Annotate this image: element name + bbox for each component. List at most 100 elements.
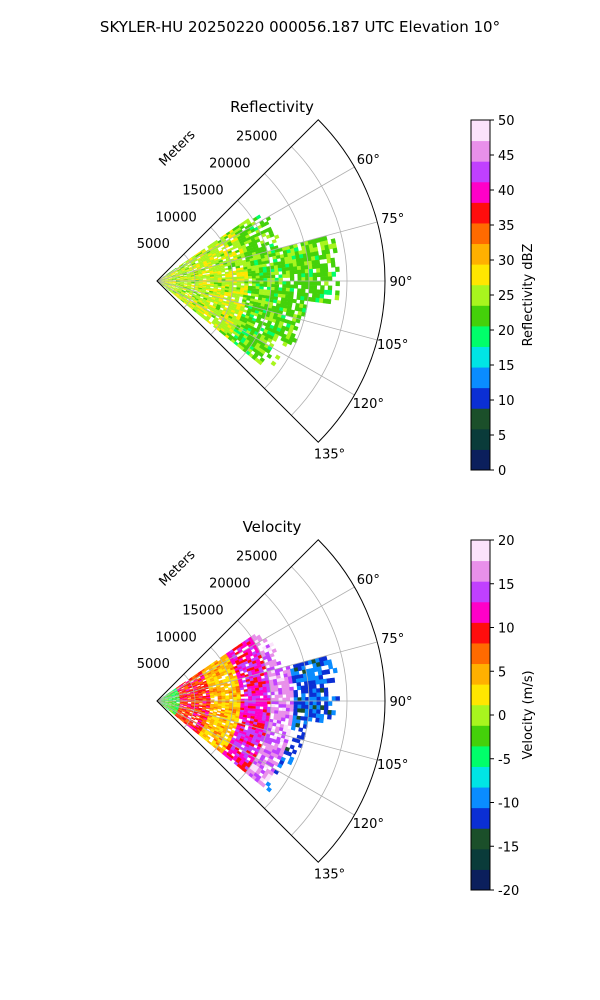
radar-bin <box>208 254 214 258</box>
radar-bin <box>323 692 329 697</box>
radar-bin <box>286 697 291 702</box>
radar-bin <box>217 281 223 283</box>
radar-bin <box>159 283 164 287</box>
radar-bin <box>246 741 252 746</box>
radar-bin <box>308 268 314 274</box>
radar-bin <box>275 723 281 728</box>
radar-bin <box>221 273 226 277</box>
radar-bin <box>168 703 173 705</box>
radar-bin <box>277 687 283 692</box>
radar-bin <box>206 735 211 740</box>
radar-bin <box>258 714 263 718</box>
radar-bin <box>230 668 236 673</box>
radar-bin <box>197 690 203 693</box>
radar-bin <box>235 669 240 674</box>
radar-bin <box>289 291 294 296</box>
radar-bin <box>234 318 240 323</box>
radar-bin <box>222 324 228 329</box>
radar-bin <box>206 275 211 278</box>
radar-bin <box>227 744 232 750</box>
radar-bin <box>196 292 202 296</box>
radar-bin <box>293 701 299 705</box>
radar-bin <box>181 689 187 693</box>
radar-bin <box>178 691 183 694</box>
radar-bin <box>233 657 239 662</box>
radar-bin <box>215 725 221 730</box>
radar-bin <box>303 660 310 666</box>
radar-bin <box>179 294 184 298</box>
radar-bin <box>168 703 173 705</box>
radar-bin <box>234 746 240 752</box>
radar-bin <box>211 305 217 310</box>
radar-bin <box>233 237 239 242</box>
radar-bin <box>293 697 299 702</box>
radar-bin <box>194 273 199 276</box>
radar-bin <box>241 321 247 327</box>
radar-bin <box>251 708 256 712</box>
radar-bin <box>255 238 261 244</box>
radar-bin <box>267 345 273 351</box>
reflectivity-panel: Reflectivity Meters 60°75°90°105°120°135… <box>137 98 536 479</box>
radar-bin <box>160 697 165 700</box>
radar-bin <box>234 730 240 735</box>
radar-bin <box>204 723 209 728</box>
radar-bin <box>223 716 228 720</box>
radar-bin <box>217 282 223 285</box>
radar-bin <box>237 665 243 670</box>
radar-bin <box>228 704 234 708</box>
radar-bin <box>327 709 333 716</box>
radar-bin <box>198 694 203 697</box>
radar-bin <box>195 731 200 735</box>
radar-bin <box>242 729 248 734</box>
radar-bin <box>191 282 196 285</box>
radar-bin <box>198 274 203 277</box>
radar-bin <box>233 740 239 745</box>
radar-bin <box>312 709 317 714</box>
radar-bin <box>300 296 305 301</box>
range-tick-label: 5000 <box>137 657 170 672</box>
radar-bin <box>307 676 312 682</box>
radar-bin <box>284 260 290 265</box>
radar-bin <box>180 293 185 296</box>
radar-bin <box>300 269 306 274</box>
radar-bin <box>241 679 247 683</box>
radar-bin <box>186 304 191 308</box>
radar-bin <box>247 239 253 244</box>
radar-bin <box>249 257 255 262</box>
radar-bin <box>312 276 318 282</box>
radar-bin <box>200 713 205 717</box>
radar-bin <box>240 735 246 740</box>
radar-bin <box>204 738 209 743</box>
radar-bin <box>185 688 190 691</box>
radar-bin <box>269 652 275 658</box>
axis-tick-labels: 60°75°90°105°120°135°5000100001500020000… <box>137 550 413 883</box>
radar-bin <box>280 260 286 265</box>
radar-bin <box>250 713 256 717</box>
radar-bin <box>184 686 190 690</box>
radar-bin <box>203 683 209 686</box>
radar-bin <box>179 705 184 707</box>
radar-bin <box>209 709 214 712</box>
radar-bin <box>230 309 236 314</box>
radar-bin <box>213 738 218 743</box>
radar-bin <box>227 252 233 256</box>
radar-bin <box>266 709 272 714</box>
radar-bin <box>267 281 272 285</box>
radar-bin <box>192 293 197 297</box>
radar-bin <box>206 680 212 684</box>
azimuth-tick-label: 90° <box>389 275 412 290</box>
radar-bin <box>191 296 196 300</box>
radar-bin <box>293 711 298 716</box>
radar-bin <box>191 674 196 679</box>
radar-bin <box>331 696 337 702</box>
radar-bin <box>325 253 331 259</box>
radar-bin <box>172 697 177 700</box>
radar-bin <box>168 702 173 704</box>
radar-bin <box>288 327 294 334</box>
radar-bin <box>183 278 188 280</box>
radar-bin <box>191 254 196 259</box>
radar-bin <box>190 694 196 697</box>
radar-bin <box>327 289 333 296</box>
radar-bin <box>190 274 196 277</box>
radar-bin <box>202 299 207 303</box>
